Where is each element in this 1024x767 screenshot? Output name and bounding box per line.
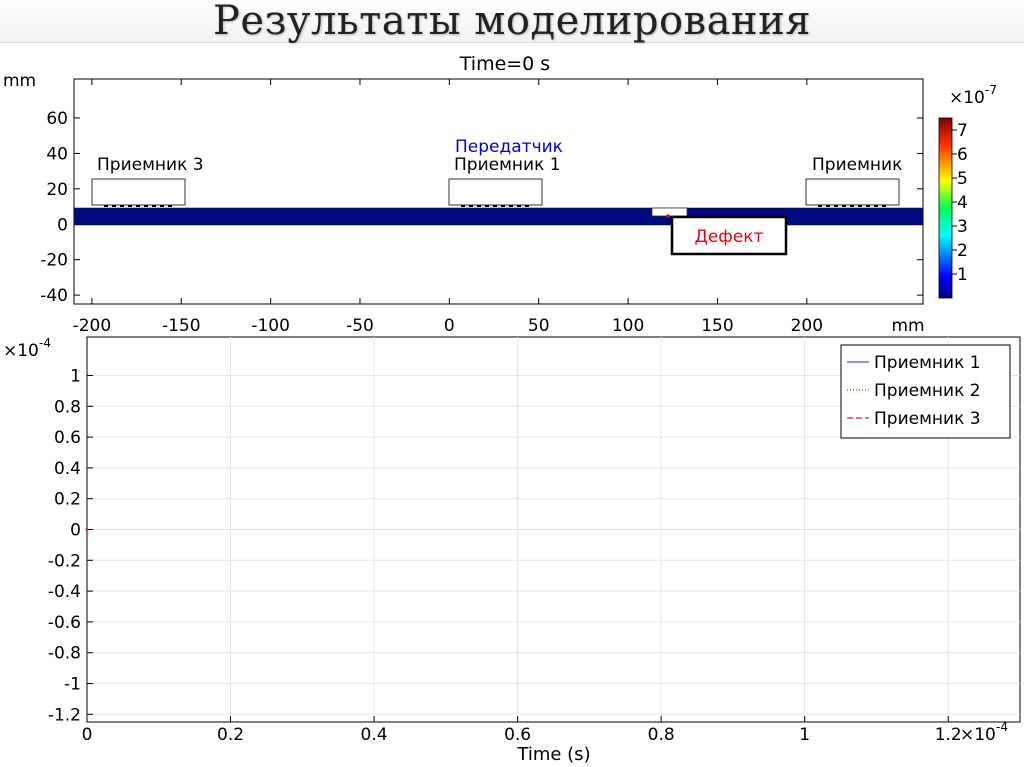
field-x-tick-label: 100 bbox=[612, 316, 644, 336]
field-y-tick-label: -20 bbox=[40, 251, 68, 271]
colorbar-tick-label: 6 bbox=[957, 145, 968, 165]
signal-y-tick-label: 1 bbox=[70, 367, 81, 387]
signal-plot-grid bbox=[87, 337, 1020, 722]
field-y-tick-label: 0 bbox=[57, 215, 68, 235]
signal-y-tick-label: 0.4 bbox=[54, 459, 81, 479]
plate-region bbox=[73, 207, 924, 226]
receiver-1-housing bbox=[448, 178, 543, 206]
legend-items: Приемник 1 Приемник 2 Приемник 3 bbox=[847, 353, 981, 429]
field-x-tick-label: 200 bbox=[791, 316, 823, 336]
signal-x-tick-label: 1.2 bbox=[935, 725, 962, 745]
x-axis-label: Time (s) bbox=[516, 744, 590, 765]
receiver-right-housing bbox=[805, 178, 900, 206]
transmitter-label: Передатчик bbox=[455, 137, 563, 157]
x-exponent-base: ×10 bbox=[960, 725, 996, 745]
signal-y-ticks: 1 0.8 0.6 0.4 0.2 0 -0.2 -0.4 -0.6 -0.8 -1 -1.2 bbox=[48, 367, 93, 725]
signal-series bbox=[85, 528, 89, 531]
signal-x-ticks: 0 0.2 0.4 0.6 0.8 1 1.2 bbox=[82, 716, 962, 745]
legend-label-1: Приемник 1 bbox=[874, 353, 981, 373]
y-unit-label: mm bbox=[3, 71, 36, 91]
signal-plot: 1 0.8 0.6 0.4 0.2 0 -0.2 -0.4 -0.6 -0.8 -1 -1.2 0 0.… bbox=[3, 336, 1021, 765]
signal-y-tick-label: -0.6 bbox=[48, 613, 81, 633]
slide-title-bar: Результаты моделирования bbox=[0, 0, 1024, 44]
colorbar-tick-label: 4 bbox=[957, 193, 968, 213]
defect-label: Дефект bbox=[695, 227, 764, 247]
slide-title: Результаты моделирования bbox=[213, 0, 811, 44]
signal-y-tick-label: -1.2 bbox=[48, 705, 81, 725]
field-x-tick-label: -100 bbox=[251, 316, 290, 336]
legend-label-3: Приемник 3 bbox=[874, 409, 981, 429]
signal-y-tick-label: -1 bbox=[64, 675, 81, 695]
field-x-tick-label: -50 bbox=[346, 316, 374, 336]
signal-y-tick-label: -0.4 bbox=[48, 582, 81, 602]
field-y-tick-label: 60 bbox=[46, 109, 68, 129]
colorbar-ticks: 7 6 5 4 3 2 1 bbox=[952, 121, 968, 285]
colorbar-exponent: -7 bbox=[985, 83, 997, 97]
colorbar-tick-label: 5 bbox=[957, 169, 968, 189]
colorbar-tick-label: 7 bbox=[957, 121, 968, 141]
receiver-3-label: Приемник 3 bbox=[97, 155, 204, 175]
signal-y-tick-label: -0.8 bbox=[48, 644, 81, 664]
field-x-tick-label: 150 bbox=[701, 316, 733, 336]
receiver-1-label: Приемник 1 bbox=[454, 155, 561, 175]
defect-notch bbox=[651, 207, 688, 217]
field-x-tick-label: 0 bbox=[444, 316, 455, 336]
signal-y-tick-label: 0.8 bbox=[54, 397, 81, 417]
field-y-tick-label: -40 bbox=[40, 286, 68, 306]
receiver-right-label: Приемник bbox=[812, 155, 902, 175]
y-exponent: -4 bbox=[39, 336, 51, 350]
signal-y-tick-label: 0.2 bbox=[54, 490, 81, 510]
field-x-tick-label: 50 bbox=[528, 316, 550, 336]
field-y-tick-label: 40 bbox=[46, 144, 68, 164]
legend: Приемник 1 Приемник 2 Приемник 3 bbox=[840, 344, 1011, 439]
legend-box bbox=[840, 344, 1011, 439]
field-x-ticks: -200 -150 -100 -50 0 50 100 150 200 bbox=[73, 79, 823, 336]
colorbar-tick-label: 2 bbox=[957, 241, 968, 261]
colorbar-tick-label: 1 bbox=[957, 265, 968, 285]
signal-x-tick-label: 1 bbox=[799, 725, 810, 745]
x-exponent: -4 bbox=[996, 720, 1008, 734]
field-y-tick-label: 20 bbox=[46, 180, 68, 200]
legend-label-2: Приемник 2 bbox=[874, 381, 981, 401]
defect-label-box bbox=[670, 215, 788, 256]
signal-x-tick-label: 0 bbox=[82, 725, 93, 745]
signal-y-tick-label: -0.2 bbox=[48, 551, 81, 571]
colorbar: ×10 -7 7 6 5 4 3 2 1 bbox=[938, 83, 997, 299]
field-plot-title: Time=0 s bbox=[459, 53, 550, 75]
field-x-tick-label: -200 bbox=[73, 316, 112, 336]
colorbar-tick-label: 3 bbox=[957, 217, 968, 237]
series-point-3 bbox=[85, 528, 89, 531]
signal-y-tick-label: 0 bbox=[70, 521, 81, 541]
colorbar-gradient bbox=[938, 117, 953, 299]
receiver-3-housing bbox=[91, 178, 186, 206]
signal-x-tick-label: 0.6 bbox=[504, 725, 531, 745]
defect-marker bbox=[666, 214, 670, 218]
field-x-tick-label: -150 bbox=[162, 316, 201, 336]
y-exponent-base: ×10 bbox=[3, 341, 39, 361]
x-unit-label: mm bbox=[891, 316, 924, 336]
signal-y-tick-label: 0.6 bbox=[54, 428, 81, 448]
signal-x-tick-label: 0.2 bbox=[217, 725, 244, 745]
colorbar-exponent-base: ×10 bbox=[949, 88, 985, 108]
signal-x-tick-label: 0.4 bbox=[361, 725, 388, 745]
signal-x-tick-label: 0.8 bbox=[648, 725, 675, 745]
